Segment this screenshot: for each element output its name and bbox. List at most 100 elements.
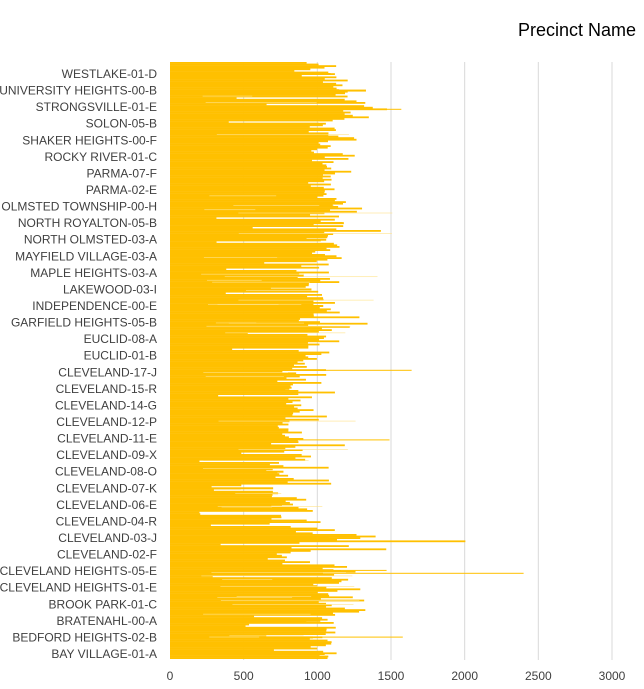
bar	[170, 225, 344, 227]
bar	[170, 604, 332, 607]
bar-texture	[229, 635, 304, 637]
bar-outlier	[170, 439, 390, 441]
bar	[170, 452, 242, 455]
bar-labeled	[170, 238, 327, 241]
bar	[170, 302, 335, 304]
y-tick-label: BRATENAHL-00-A	[57, 614, 157, 628]
bar-labeled	[170, 619, 321, 622]
bar-labeled	[170, 271, 299, 274]
bar	[170, 193, 327, 195]
bar	[170, 526, 291, 528]
bar-labeled	[170, 189, 318, 191]
bar	[170, 476, 276, 479]
bar	[170, 329, 332, 331]
bar-texture	[205, 376, 284, 377]
bar	[170, 481, 288, 483]
bar-texture	[217, 597, 293, 599]
bar	[170, 644, 326, 647]
bar	[170, 374, 327, 376]
bar	[170, 529, 335, 531]
bar	[170, 502, 290, 504]
y-tick-label: CLEVELAND-04-R	[56, 514, 158, 528]
bar	[170, 81, 323, 83]
bar	[170, 111, 351, 114]
bar-labeled	[170, 172, 336, 175]
bar	[170, 217, 217, 219]
bar	[170, 270, 297, 272]
bar-labeled	[170, 437, 287, 440]
bar	[170, 596, 353, 599]
bar	[170, 626, 336, 629]
bar	[170, 282, 309, 285]
bar-texture	[233, 205, 320, 206]
bar	[170, 494, 273, 496]
bar	[170, 300, 314, 303]
bar	[170, 478, 294, 480]
y-tick-label: EUCLID-08-A	[84, 332, 157, 346]
bar	[170, 76, 337, 79]
bar	[170, 634, 267, 637]
bar	[170, 110, 344, 112]
bar	[170, 639, 328, 642]
bar	[170, 326, 350, 328]
bar	[170, 292, 226, 295]
chart-title: Precinct Name	[517, 20, 636, 40]
bar	[170, 647, 318, 650]
y-tick-label: CLEVELAND-07-K	[56, 481, 157, 495]
bar	[170, 386, 292, 389]
bar-labeled	[170, 371, 280, 374]
bar	[170, 484, 242, 487]
y-tick-label: CLEVELAND-03-J	[58, 531, 157, 545]
bar	[170, 391, 335, 394]
bar	[170, 433, 283, 435]
bar	[170, 505, 272, 507]
bar	[170, 540, 466, 543]
bar	[170, 98, 345, 101]
bar-texture	[217, 506, 323, 507]
bar	[170, 121, 229, 123]
bar-texture	[224, 276, 378, 278]
bar	[170, 490, 273, 493]
bar-labeled	[170, 338, 318, 341]
bar-labeled	[170, 73, 331, 75]
bar-texture	[238, 212, 393, 214]
bar	[170, 327, 322, 330]
bar	[170, 196, 318, 199]
bar	[170, 86, 334, 88]
bar	[170, 446, 296, 448]
y-tick-label: NORTH ROYALTON-05-B	[18, 216, 157, 230]
bar	[170, 230, 381, 232]
bar	[170, 316, 360, 319]
bar	[170, 71, 329, 74]
bar	[170, 450, 285, 453]
bar	[170, 143, 321, 146]
bar	[170, 185, 311, 187]
bar	[170, 460, 200, 463]
bar-texture	[235, 493, 282, 494]
bar	[170, 161, 334, 163]
y-tick-label: WESTLAKE-01-D	[62, 67, 158, 81]
bar	[170, 215, 339, 218]
bar	[170, 260, 317, 263]
bar	[170, 646, 311, 648]
bar	[170, 612, 333, 615]
bar	[170, 231, 325, 234]
bar	[170, 606, 327, 608]
bar	[170, 298, 324, 301]
bar	[170, 582, 339, 584]
bar	[170, 87, 337, 90]
y-tick-label: MAPLE HEIGHTS-03-A	[30, 266, 157, 280]
bar	[170, 308, 331, 311]
bar	[170, 218, 335, 221]
bar	[170, 82, 337, 85]
bar	[170, 207, 363, 210]
bar	[170, 209, 331, 211]
bar	[170, 258, 328, 261]
bar	[170, 425, 278, 427]
bar	[170, 562, 283, 565]
bar	[170, 511, 200, 514]
bar-texture	[203, 257, 278, 258]
bar	[170, 353, 322, 355]
bar	[170, 442, 272, 445]
bar	[170, 361, 298, 363]
